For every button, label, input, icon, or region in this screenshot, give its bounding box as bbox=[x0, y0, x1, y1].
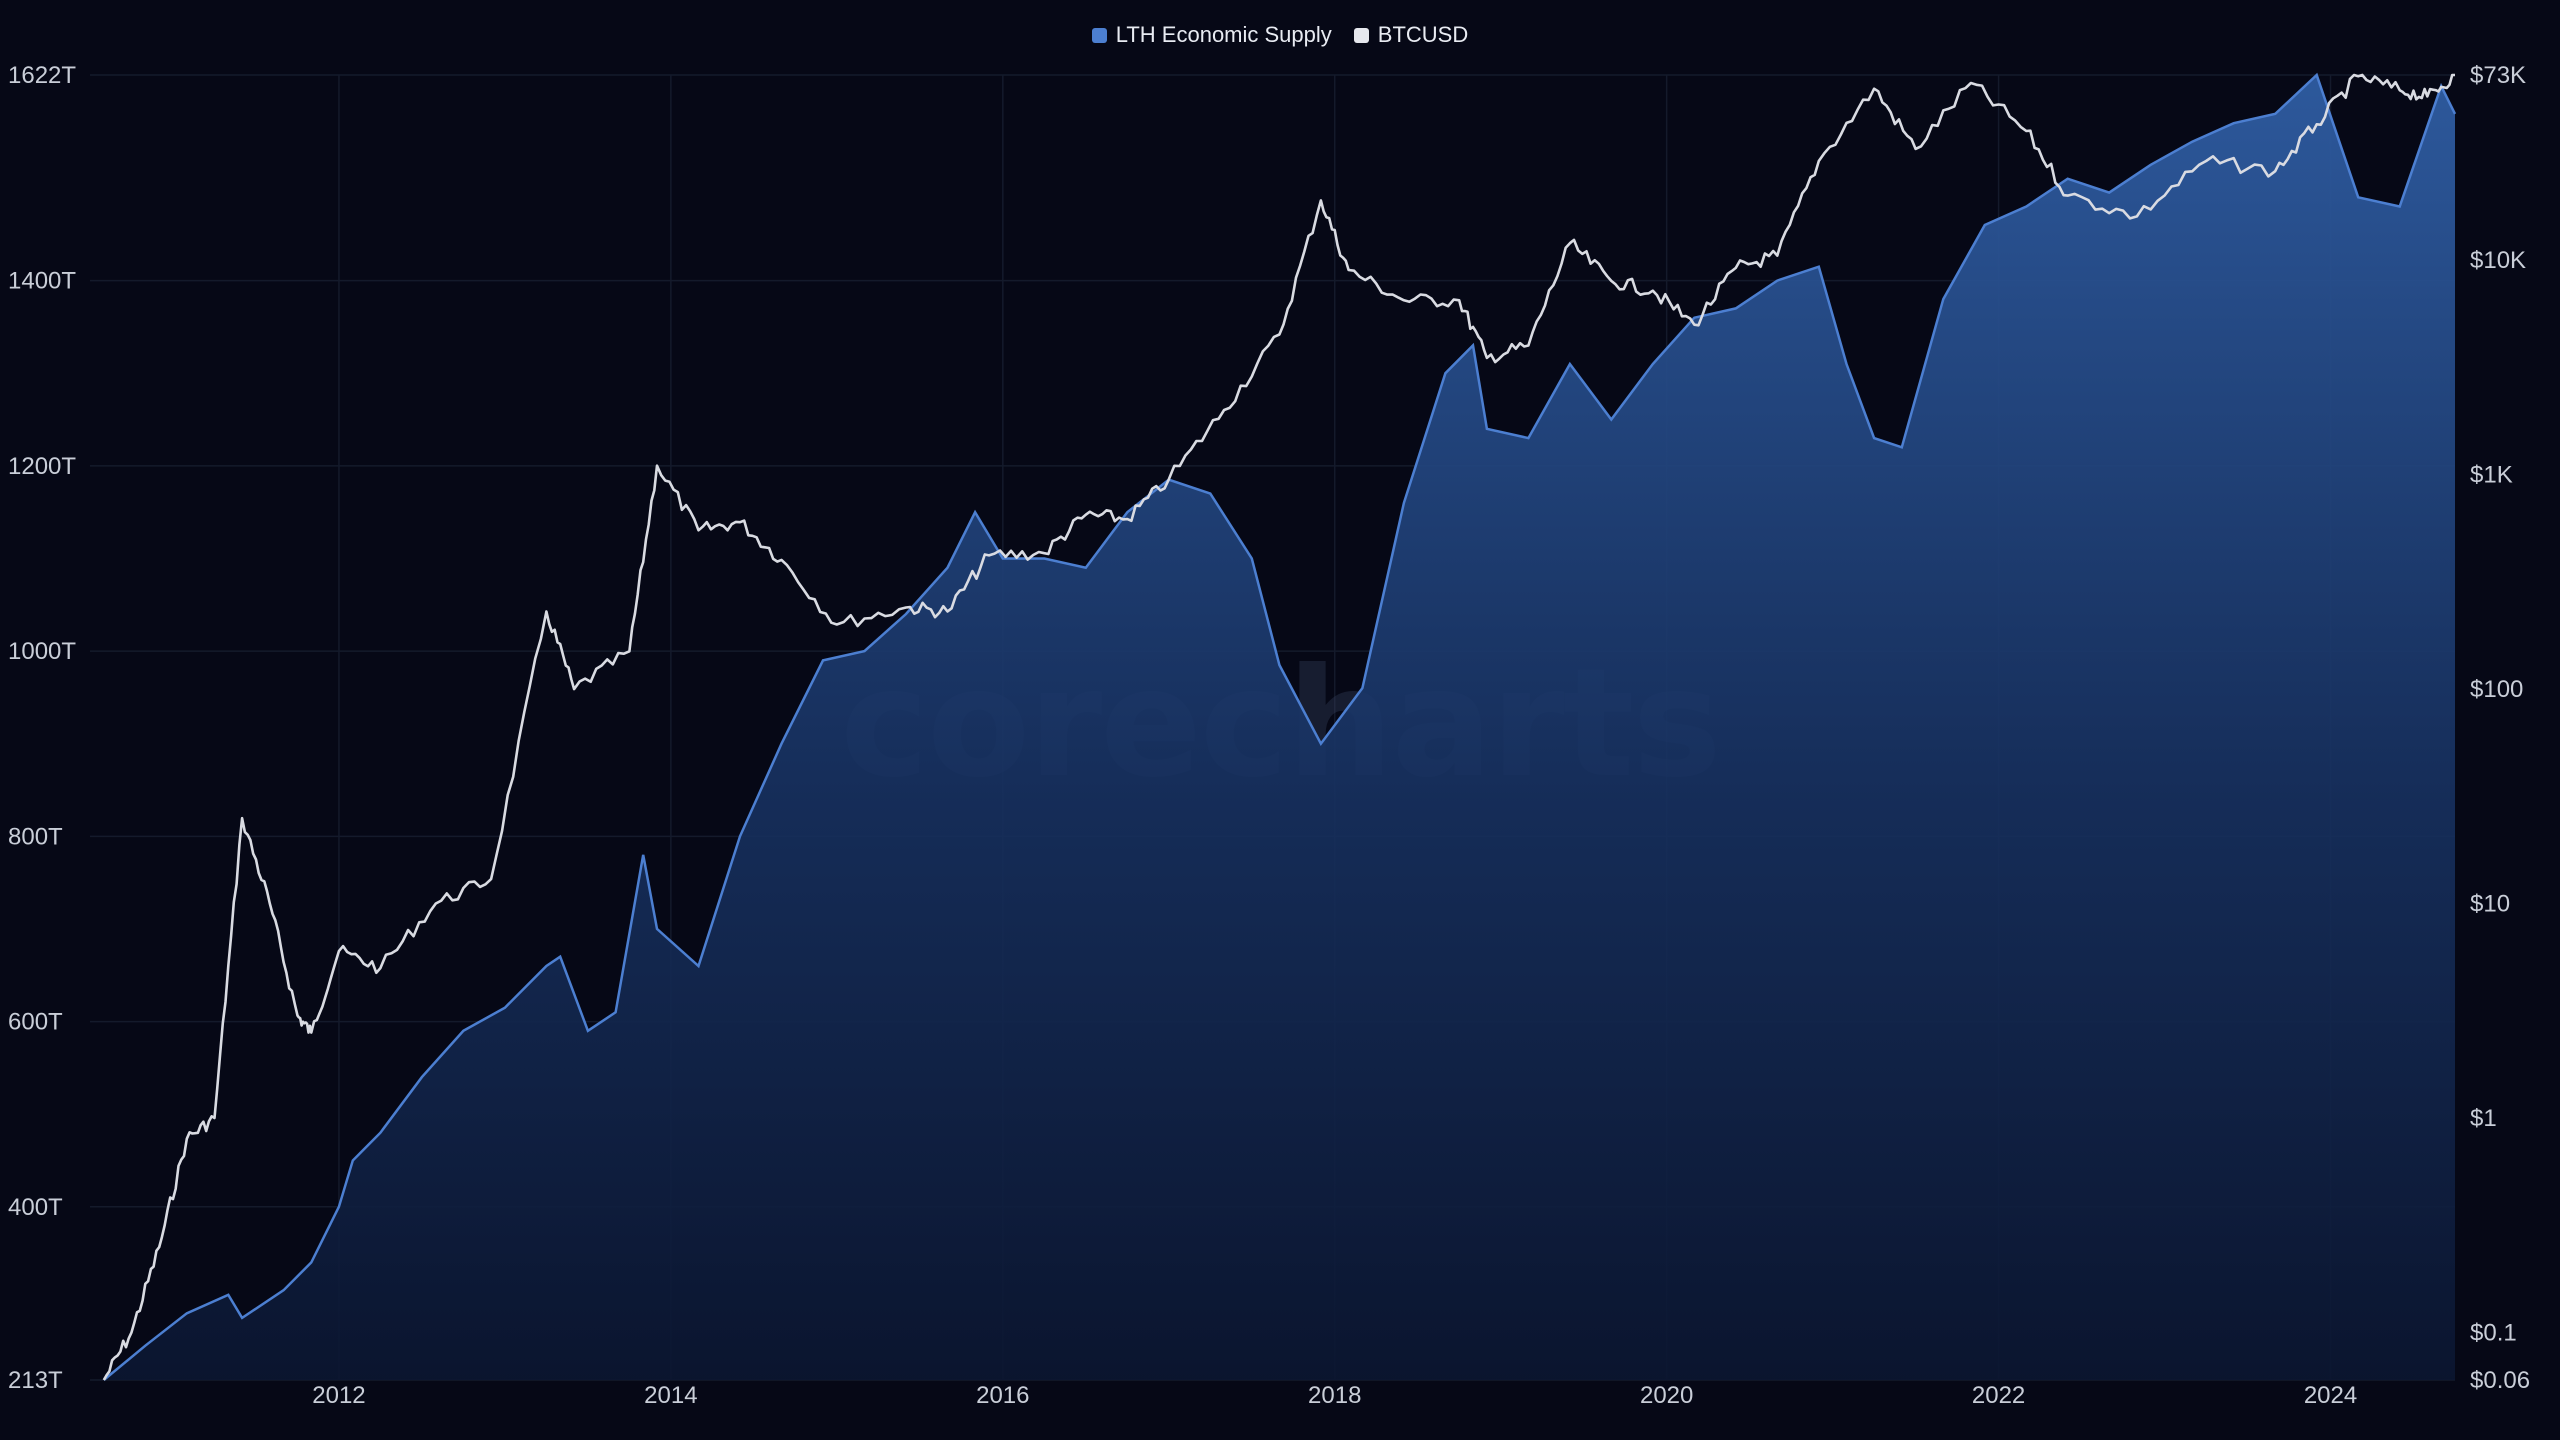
lth-swatch-icon bbox=[1091, 27, 1107, 43]
x-tick-label: 2012 bbox=[312, 1382, 365, 1409]
btc-line bbox=[102, 73, 2455, 1381]
lth-series bbox=[103, 72, 2457, 1381]
y-left-tick-label: 1622T bbox=[8, 62, 76, 89]
btc-swatch-icon bbox=[1353, 27, 1369, 43]
x-tick-label: 2024 bbox=[2304, 1382, 2357, 1409]
y-left-tick-label: 1400T bbox=[8, 268, 76, 295]
legend-label-lth: LTH Economic Supply bbox=[1115, 22, 1332, 47]
x-tick-label: 2022 bbox=[1972, 1382, 2025, 1409]
y-right-tick-label: $1 bbox=[2470, 1105, 2497, 1132]
y-right-tick-label: $0.1 bbox=[2470, 1319, 2517, 1346]
y-right-tick-label: $73K bbox=[2470, 62, 2526, 89]
y-left-tick-label: 213T bbox=[8, 1367, 63, 1394]
x-tick-label: 2020 bbox=[1640, 1382, 1693, 1409]
axes: 213T 400T 600T 800T 1000T 1200T 1400T 1622T $0.0… bbox=[8, 62, 2530, 1409]
legend: LTH Economic Supply BTCUSD bbox=[0, 22, 2560, 48]
y-right-tick-label: $10 bbox=[2470, 891, 2510, 918]
lth-area bbox=[103, 75, 2455, 1380]
y-left-tick-label: 1200T bbox=[8, 453, 76, 480]
y-right-tick-label: $0.06 bbox=[2470, 1367, 2530, 1394]
legend-item-btc[interactable]: BTCUSD bbox=[1353, 22, 1469, 48]
y-left-tick-label: 600T bbox=[8, 1009, 63, 1036]
x-tick-label: 2014 bbox=[644, 1382, 697, 1409]
legend-label-btc: BTCUSD bbox=[1377, 22, 1469, 47]
btc-series bbox=[102, 73, 2455, 1381]
legend-item-lth[interactable]: LTH Economic Supply bbox=[1091, 22, 1332, 48]
y-left-tick-label: 1000T bbox=[8, 638, 76, 665]
y-left-tick-label: 400T bbox=[8, 1194, 63, 1221]
y-right-tick-label: $100 bbox=[2470, 676, 2523, 703]
y-right-tick-label: $1K bbox=[2470, 462, 2513, 489]
y-right-tick-label: $10K bbox=[2470, 247, 2526, 274]
x-tick-label: 2018 bbox=[1308, 1382, 1361, 1409]
lth-line bbox=[103, 72, 2457, 1381]
y-left-tick-label: 800T bbox=[8, 823, 63, 850]
x-tick-label: 2016 bbox=[976, 1382, 1029, 1409]
